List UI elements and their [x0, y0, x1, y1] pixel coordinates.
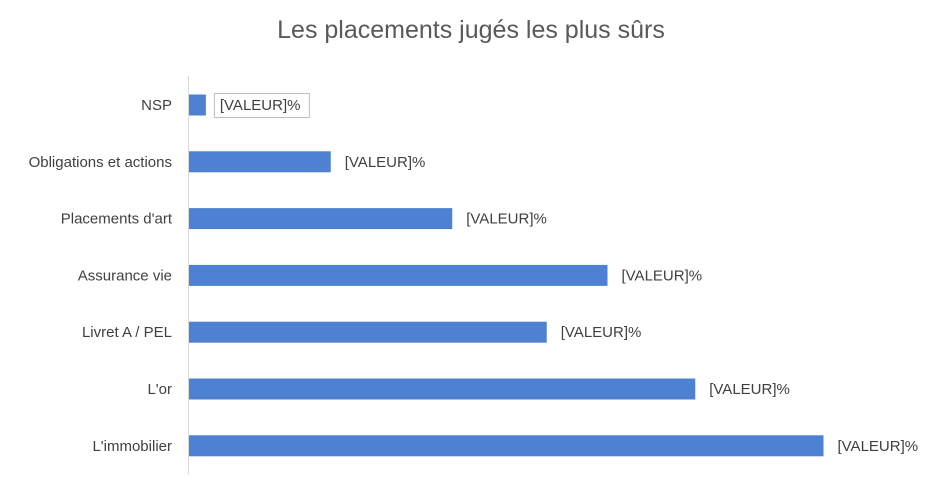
bars-group: [189, 94, 824, 457]
bar-3: [189, 264, 608, 286]
category-label-5: L'or: [147, 381, 172, 398]
data-label-6: [VALEUR]%: [838, 438, 919, 455]
bar-6: [189, 435, 824, 457]
data-label-1: [VALEUR]%: [345, 154, 426, 171]
category-label-3: Assurance vie: [78, 267, 172, 284]
category-label-1: Obligations et actions: [29, 154, 172, 171]
category-label-2: Placements d'art: [61, 211, 173, 228]
bar-1: [189, 151, 331, 173]
data-label-4: [VALEUR]%: [561, 324, 642, 341]
data-label-box-0: [213, 93, 310, 118]
labels-group: NSP [VALEUR]% Obligations et actions [VALEU…: [29, 93, 919, 455]
bar-2: [189, 208, 453, 230]
data-label-2: [VALEUR]%: [466, 211, 547, 228]
category-label-4: Livret A / PEL: [82, 324, 172, 341]
chart-title: Les placements jugés les plus sûrs: [277, 16, 665, 44]
bar-0: [189, 94, 206, 116]
data-label-5: [VALEUR]%: [709, 381, 790, 398]
data-label-3: [VALEUR]%: [622, 267, 703, 284]
bar-4: [189, 321, 547, 343]
category-label-0: NSP: [141, 97, 172, 114]
data-label-0: [VALEUR]%: [220, 97, 301, 114]
bar-5: [189, 378, 696, 400]
category-label-6: L'immobilier: [92, 438, 172, 455]
